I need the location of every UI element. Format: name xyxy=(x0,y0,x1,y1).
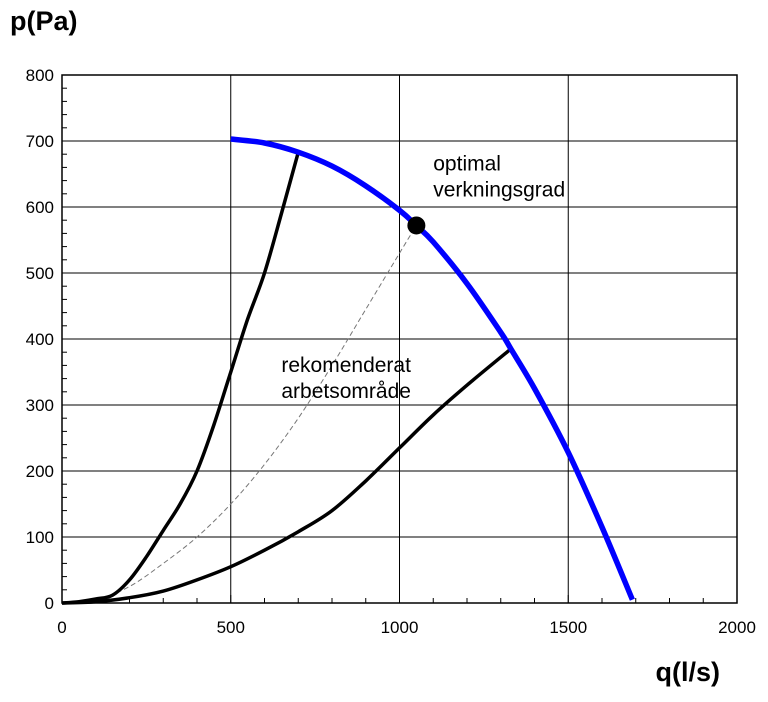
grid xyxy=(62,75,737,603)
x-tick-label: 2000 xyxy=(718,618,756,637)
x-tick-label: 0 xyxy=(57,618,66,637)
x-tick-label: 1000 xyxy=(381,618,419,637)
annotation-line: verkningsgrad xyxy=(433,179,565,202)
y-tick-label: 700 xyxy=(26,132,54,151)
y-tick-label: 600 xyxy=(26,198,54,217)
annotation-line: optimal xyxy=(433,153,501,176)
y-tick-label: 300 xyxy=(26,396,54,415)
annotation-label: rekomenderat arbetsområde xyxy=(281,354,411,403)
y-tick-label: 800 xyxy=(26,66,54,85)
x-axis-title: q(l/s) xyxy=(656,657,721,687)
steep-system-curve-line xyxy=(61,151,300,605)
x-tick-labels: 0 500 1000 1500 2000 xyxy=(57,618,756,637)
fan-curve-line xyxy=(230,136,635,601)
plot-frame xyxy=(61,74,738,604)
optimal-efficiency-point xyxy=(407,216,426,235)
x-tick-label: 500 xyxy=(217,618,245,637)
optimal-system-curve-line xyxy=(61,225,417,604)
y-tick-label: 500 xyxy=(26,264,54,283)
y-tick-label: 0 xyxy=(45,594,54,613)
y-axis-title: p(Pa) xyxy=(10,6,78,36)
y-tick-label: 200 xyxy=(26,462,54,481)
shallow-system-curve-line xyxy=(61,347,513,605)
y-tick-labels: 0 100 200 300 400 500 600 700 800 xyxy=(26,66,54,613)
annotation-line: rekomenderat xyxy=(281,354,411,377)
series xyxy=(61,136,635,605)
annotations: optimal verkningsgrad rekomenderat arbetsom… xyxy=(281,153,565,403)
y-tick-label: 100 xyxy=(26,528,54,547)
points xyxy=(407,216,426,235)
annotation-label: optimal verkningsgrad xyxy=(433,153,565,202)
annotation-line: arbetsområde xyxy=(281,380,411,403)
x-tick-label: 1500 xyxy=(549,618,587,637)
y-tick-label: 400 xyxy=(26,330,54,349)
